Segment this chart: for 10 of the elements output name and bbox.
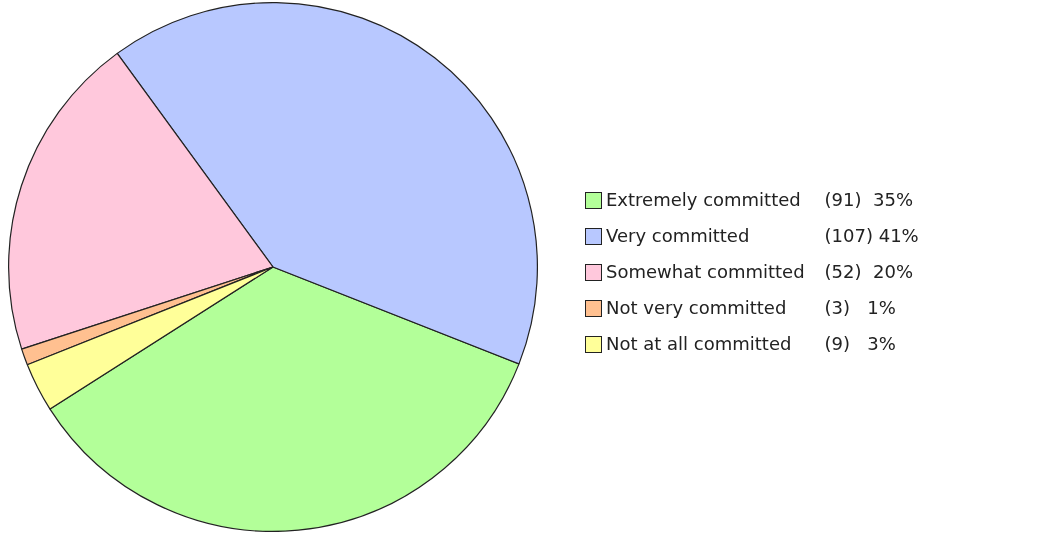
data-label: (9) 3% [823,332,897,356]
data-label: (3) 1% [823,296,897,320]
data-label: (91) 35% [823,188,914,212]
legend-label: Not very committed [606,296,787,320]
legend-label: Somewhat committed [606,260,805,284]
data-label: (52) 20% [823,260,914,284]
legend-label: Not at all committed [606,332,792,356]
legend-label: Extremely committed [606,188,801,212]
legend-label: Very committed [606,224,750,248]
data-label: (107) 41% [823,224,919,248]
